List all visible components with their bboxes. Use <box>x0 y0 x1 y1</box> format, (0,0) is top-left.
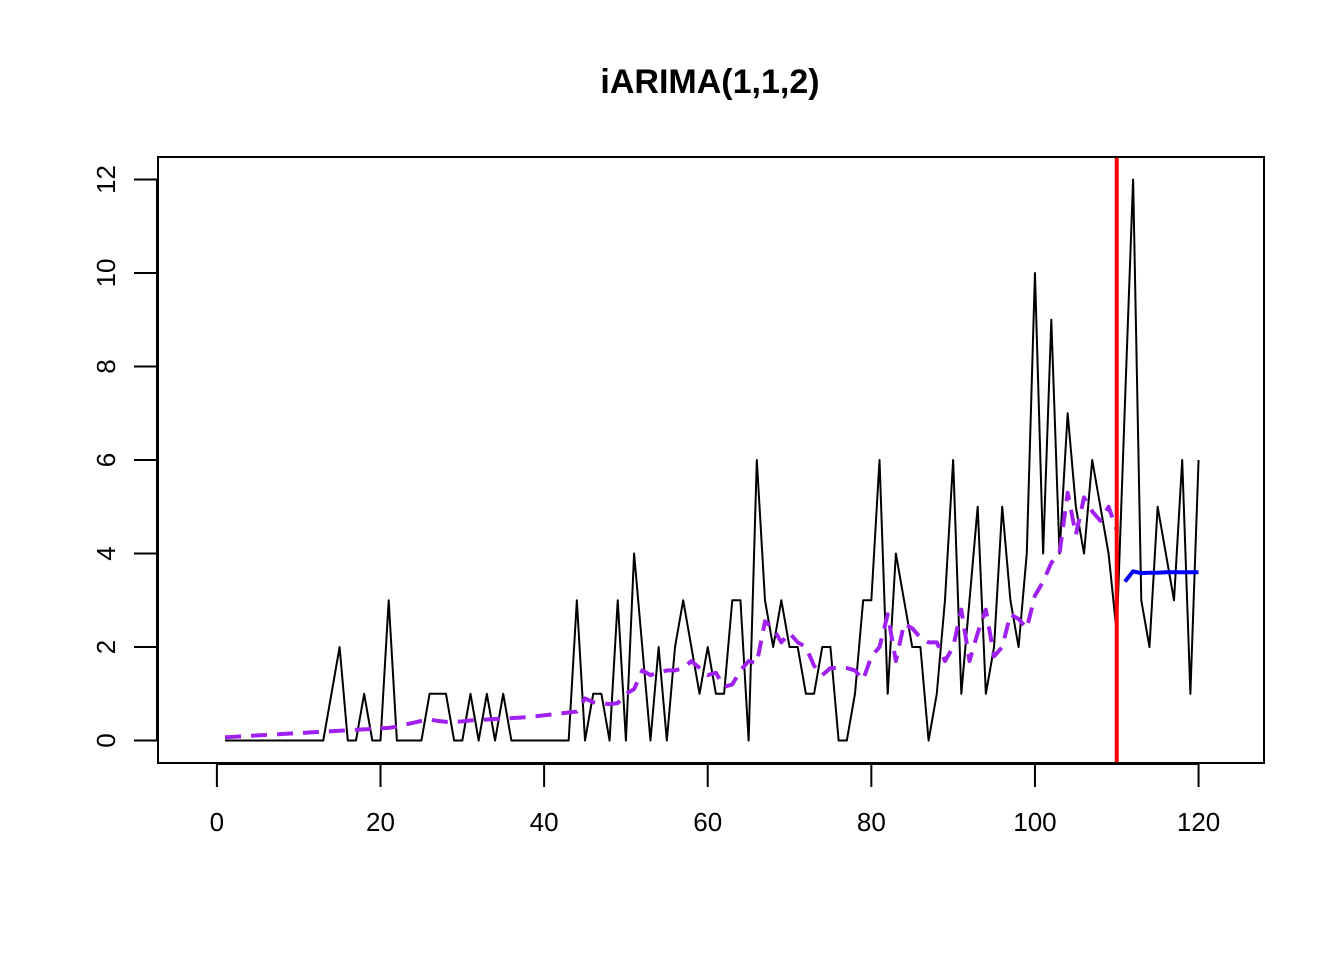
series-layer <box>224 157 1200 763</box>
y-tick-label: 2 <box>91 640 121 654</box>
fitted-line <box>224 490 1119 740</box>
y-tick-label: 0 <box>91 733 121 747</box>
x-tick-label: 40 <box>530 807 559 837</box>
forecast-line <box>1123 569 1199 583</box>
y-tick-label: 4 <box>91 546 121 560</box>
actuals-line <box>225 178 1200 742</box>
x-tick-label: 100 <box>1013 807 1056 837</box>
x-axis: 0 20 40 60 80 100 120 <box>210 763 1220 837</box>
y-tick-label: 12 <box>91 165 121 194</box>
y-axis: 0 2 4 6 8 10 12 <box>91 165 158 748</box>
x-tick-label: 80 <box>857 807 886 837</box>
x-tick-label: 20 <box>366 807 395 837</box>
chart-title: iARIMA(1,1,2) <box>600 63 819 101</box>
y-tick-label: 10 <box>91 259 121 288</box>
plot-area-frame <box>157 156 1265 764</box>
x-tick-label: 120 <box>1177 807 1220 837</box>
x-tick-label: 0 <box>210 807 224 837</box>
y-tick-label: 8 <box>91 359 121 373</box>
y-tick-label: 6 <box>91 453 121 467</box>
x-tick-label: 60 <box>693 807 722 837</box>
